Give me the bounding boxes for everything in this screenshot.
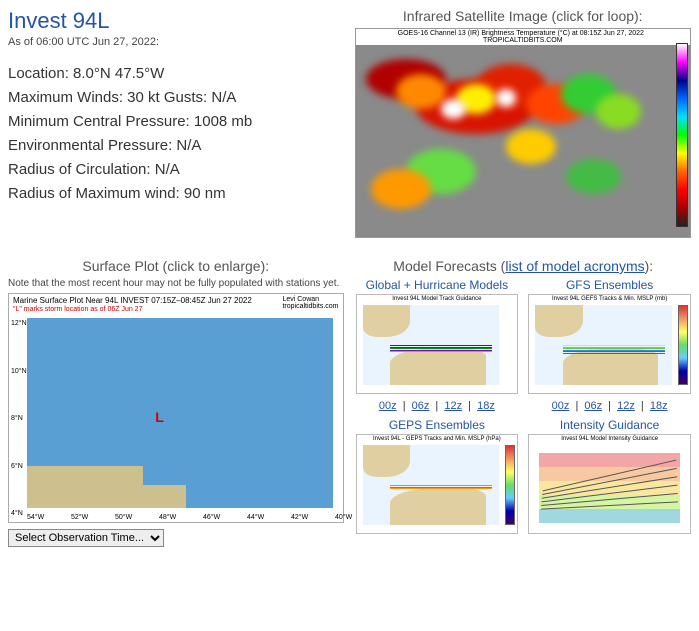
thumb-map xyxy=(363,305,500,385)
x-axis-label: 40°W xyxy=(335,514,352,521)
surface-map-title: Marine Surface Plot Near 94L INVEST 07:1… xyxy=(13,296,252,305)
model-cell: GEPS Ensembles Invest 94L - GEPS Tracks a… xyxy=(356,418,519,534)
y-axis-label: 10°N xyxy=(11,368,27,375)
cloud-blob xyxy=(496,89,516,107)
y-axis-label: 4°N xyxy=(11,510,23,517)
thumb-title: Invest 94L - GEPS Tracks and Min. MSLP (… xyxy=(357,436,518,442)
track-line xyxy=(390,488,493,489)
run-link-00z[interactable]: 00z xyxy=(552,400,570,412)
x-axis-label: 48°W xyxy=(159,514,176,521)
y-axis-label: 6°N xyxy=(11,463,23,470)
x-axis-label: 42°W xyxy=(291,514,308,521)
info-location: Location: 8.0°N 47.5°W xyxy=(8,62,345,86)
surface-map-subtitle: "L" marks storm location as of 06Z Jun 2… xyxy=(13,306,142,313)
thumb-colorbar xyxy=(505,445,515,525)
land-mass xyxy=(363,305,411,337)
page-title: Invest 94L xyxy=(8,8,345,34)
run-separator: | xyxy=(605,400,614,412)
surface-plot-image[interactable]: Marine Surface Plot Near 94L INVEST 07:1… xyxy=(8,293,344,523)
thumb-map xyxy=(535,305,672,385)
info-pressure: Minimum Central Pressure: 1008 mb xyxy=(8,110,345,134)
model-title: Intensity Guidance xyxy=(528,418,691,432)
info-radius-maxwind: Radius of Maximum wind: 90 nm xyxy=(8,182,345,206)
run-link-00z[interactable]: 00z xyxy=(379,400,397,412)
intensity-band xyxy=(539,509,680,523)
track-line xyxy=(563,353,666,354)
run-separator: | xyxy=(638,400,647,412)
model-title: GEPS Ensembles xyxy=(356,418,519,432)
x-axis-label: 52°W xyxy=(71,514,88,521)
land-mass xyxy=(535,305,583,337)
land-mass xyxy=(363,445,411,477)
run-link-12z[interactable]: 12z xyxy=(617,400,635,412)
run-separator: | xyxy=(572,400,581,412)
timestamp: As of 06:00 UTC Jun 27, 2022: xyxy=(8,36,345,48)
cloud-blob xyxy=(371,169,431,209)
land-mass xyxy=(94,485,186,508)
model-title: GFS Ensembles xyxy=(528,278,691,292)
model-acronyms-link[interactable]: list of model acronyms xyxy=(505,258,644,274)
run-link-18z[interactable]: 18z xyxy=(650,400,668,412)
run-separator: | xyxy=(465,400,474,412)
forecast-header-prefix: Model Forecasts ( xyxy=(393,258,505,274)
surface-credit-site: tropicaltidbits.com xyxy=(282,303,338,310)
surface-note: Note that the most recent hour may not b… xyxy=(8,278,344,289)
surface-credit-name: Levi Cowan xyxy=(282,296,319,303)
satellite-colorbar xyxy=(676,43,688,227)
thumb-colorbar xyxy=(678,305,688,385)
model-thumbnail[interactable]: Invest 94L GEFS Tracks & Min. MSLP (mb) xyxy=(528,294,691,394)
satellite-credit: TROPICALTIDBITS.COM xyxy=(483,37,563,44)
model-thumbnail[interactable]: Invest 94L - GEPS Tracks and Min. MSLP (… xyxy=(356,434,519,534)
land-mass xyxy=(563,349,659,385)
model-title: Global + Hurricane Models xyxy=(356,278,519,292)
info-radius-circ: Radius of Circulation: N/A xyxy=(8,158,345,182)
run-separator: | xyxy=(400,400,409,412)
thumb-title: Invest 94L Model Intensity Guidance xyxy=(529,436,690,442)
model-thumbnail[interactable]: Invest 94L Model Intensity Guidance xyxy=(528,434,691,534)
run-link-06z[interactable]: 06z xyxy=(412,400,430,412)
land-mass xyxy=(390,349,486,385)
x-axis-label: 44°W xyxy=(247,514,264,521)
x-axis-label: 50°W xyxy=(115,514,132,521)
infrared-satellite-image[interactable]: GOES-16 Channel 13 (IR) Brightness Tempe… xyxy=(355,28,692,238)
run-separator: | xyxy=(432,400,441,412)
satellite-title-bar: GOES-16 Channel 13 (IR) Brightness Tempe… xyxy=(398,30,644,37)
thumb-title: Invest 94L GEFS Tracks & Min. MSLP (mb) xyxy=(529,296,690,302)
model-cell: Intensity Guidance Invest 94L Model Inten… xyxy=(528,418,691,534)
satellite-section-header: Infrared Satellite Image (click for loop… xyxy=(355,8,692,24)
forecast-header-suffix: ): xyxy=(645,258,654,274)
cloud-blob xyxy=(396,74,446,109)
y-axis-label: 8°N xyxy=(11,415,23,422)
cloud-blob xyxy=(506,129,556,164)
run-link-06z[interactable]: 06z xyxy=(584,400,602,412)
run-links: 00z | 06z | 12z | 18z xyxy=(356,400,519,412)
surface-ocean: L xyxy=(27,318,333,508)
surface-section-header: Surface Plot (click to enlarge): xyxy=(8,258,344,274)
thumb-map xyxy=(363,445,500,525)
run-link-12z[interactable]: 12z xyxy=(444,400,462,412)
info-env-pressure: Environmental Pressure: N/A xyxy=(8,134,345,158)
run-link-18z[interactable]: 18z xyxy=(477,400,495,412)
y-axis-label: 12°N xyxy=(11,320,27,327)
observation-time-select[interactable]: Select Observation Time... xyxy=(8,529,164,547)
model-cell: Global + Hurricane Models Invest 94L Mode… xyxy=(356,278,519,412)
land-mass xyxy=(390,489,486,525)
run-links: 00z | 06z | 12z | 18z xyxy=(528,400,691,412)
x-axis-label: 46°W xyxy=(203,514,220,521)
model-cell: GFS Ensembles Invest 94L GEFS Tracks & Mi… xyxy=(528,278,691,412)
thumb-title: Invest 94L Model Track Guidance xyxy=(357,296,518,302)
cloud-blob xyxy=(566,159,621,194)
intensity-band xyxy=(539,453,680,467)
forecast-section-header: Model Forecasts (list of model acronyms)… xyxy=(356,258,692,274)
cloud-blob xyxy=(441,99,466,119)
cloud-blob xyxy=(596,94,641,129)
info-winds: Maximum Winds: 30 kt Gusts: N/A xyxy=(8,86,345,110)
model-thumbnail[interactable]: Invest 94L Model Track Guidance xyxy=(356,294,519,394)
storm-location-marker: L xyxy=(155,409,164,425)
x-axis-label: 54°W xyxy=(27,514,44,521)
track-line xyxy=(390,351,493,352)
